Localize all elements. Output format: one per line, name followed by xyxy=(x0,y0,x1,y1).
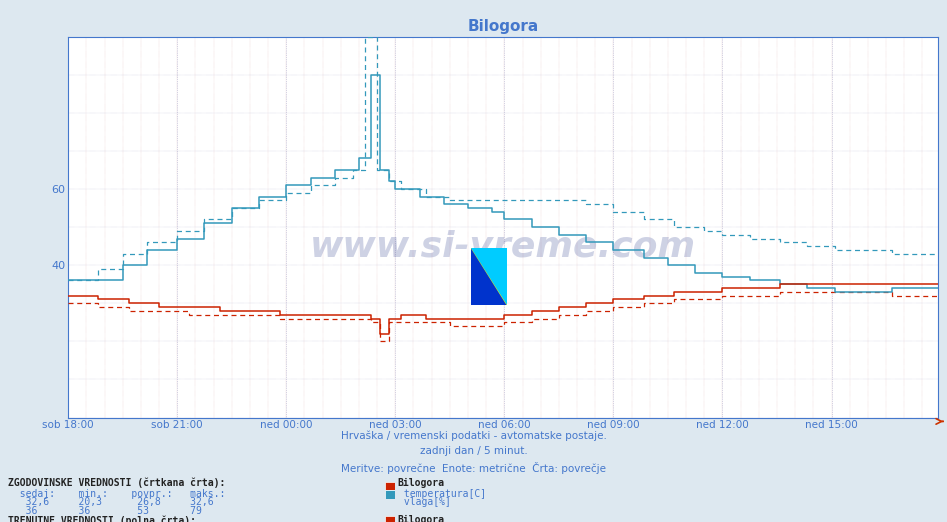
Text: Hrvaška / vremenski podatki - avtomatske postaje.: Hrvaška / vremenski podatki - avtomatske… xyxy=(341,431,606,441)
Title: Bilogora: Bilogora xyxy=(467,19,539,34)
Text: ZGODOVINSKE VREDNOSTI (črtkana črta):: ZGODOVINSKE VREDNOSTI (črtkana črta): xyxy=(8,478,225,488)
Polygon shape xyxy=(471,248,507,305)
Text: Bilogora: Bilogora xyxy=(398,478,445,488)
Text: sedaj:    min.:    povpr.:   maks.:: sedaj: min.: povpr.: maks.: xyxy=(8,489,225,499)
Text: vlaga[%]: vlaga[%] xyxy=(398,497,451,507)
Text: 36       36        53       79: 36 36 53 79 xyxy=(8,506,202,516)
Polygon shape xyxy=(471,248,507,305)
Text: TRENUTNE VREDNOSTI (polna črta):: TRENUTNE VREDNOSTI (polna črta): xyxy=(8,515,196,522)
Text: Bilogora: Bilogora xyxy=(398,515,445,522)
Text: Meritve: povrečne  Enote: metrične  Črta: povrečje: Meritve: povrečne Enote: metrične Črta: … xyxy=(341,462,606,474)
Text: zadnji dan / 5 minut.: zadnji dan / 5 minut. xyxy=(420,446,527,456)
Text: 32,6     20,3      26,8     32,6: 32,6 20,3 26,8 32,6 xyxy=(8,497,213,507)
Text: temperatura[C]: temperatura[C] xyxy=(398,489,486,499)
Text: www.si-vreme.com: www.si-vreme.com xyxy=(310,229,696,263)
